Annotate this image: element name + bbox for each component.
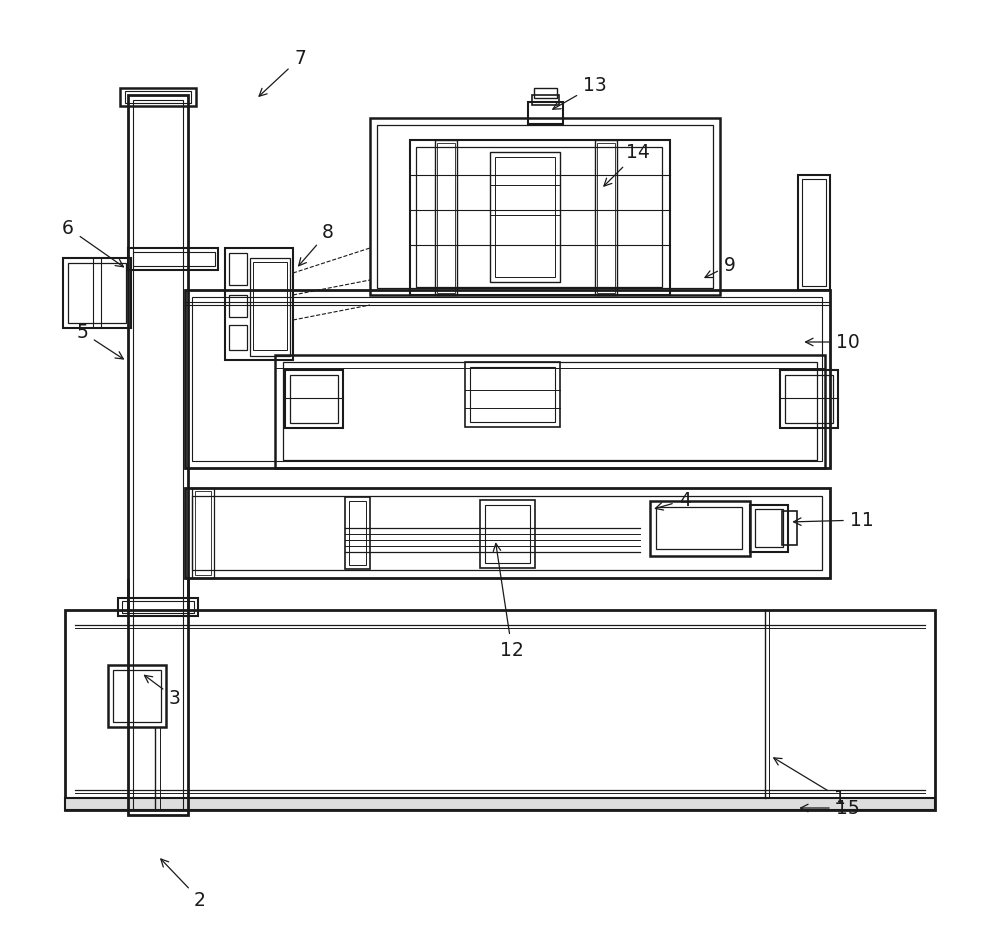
Bar: [65, 798, 935, 810]
Text: 14: 14: [604, 142, 650, 186]
Bar: [656, 507, 742, 549]
Text: 6: 6: [62, 219, 123, 267]
Text: 3: 3: [144, 675, 181, 707]
Bar: [68, 263, 126, 323]
Bar: [528, 102, 563, 124]
Text: 10: 10: [806, 332, 860, 351]
Bar: [650, 501, 750, 556]
Bar: [192, 496, 822, 570]
Bar: [229, 295, 247, 317]
Text: 4: 4: [655, 491, 691, 510]
Bar: [185, 488, 830, 578]
Bar: [125, 91, 191, 103]
Text: 13: 13: [553, 76, 607, 109]
Text: 9: 9: [705, 256, 736, 277]
Text: 8: 8: [299, 223, 334, 266]
Bar: [108, 665, 166, 727]
Bar: [750, 505, 788, 552]
Bar: [755, 509, 783, 547]
Text: 11: 11: [794, 510, 874, 529]
Text: 5: 5: [76, 323, 123, 359]
Bar: [113, 670, 161, 722]
Bar: [192, 297, 822, 461]
Bar: [122, 601, 194, 613]
Bar: [290, 375, 338, 423]
Bar: [195, 491, 211, 575]
Bar: [225, 248, 293, 360]
Bar: [410, 140, 670, 295]
Bar: [485, 505, 530, 563]
Bar: [595, 140, 617, 295]
Text: 7: 7: [259, 48, 306, 97]
Bar: [120, 88, 196, 106]
Bar: [802, 179, 826, 286]
Bar: [65, 610, 935, 810]
Bar: [192, 488, 214, 578]
Bar: [133, 100, 183, 810]
Bar: [798, 175, 830, 290]
Bar: [370, 118, 720, 295]
Bar: [345, 497, 370, 569]
Text: 1: 1: [774, 758, 846, 808]
Bar: [480, 500, 535, 568]
Text: 2: 2: [161, 859, 206, 909]
Bar: [435, 140, 457, 295]
Bar: [534, 88, 557, 98]
Text: 15: 15: [801, 798, 860, 817]
Bar: [283, 362, 817, 460]
Bar: [490, 152, 560, 282]
Bar: [253, 262, 287, 350]
Bar: [780, 370, 838, 428]
Bar: [285, 370, 343, 428]
Bar: [782, 511, 797, 545]
Bar: [785, 375, 833, 423]
Bar: [229, 325, 247, 350]
Bar: [470, 367, 555, 422]
Bar: [275, 355, 825, 468]
Bar: [118, 598, 198, 616]
Bar: [532, 95, 559, 105]
Bar: [597, 143, 615, 293]
Bar: [229, 253, 247, 285]
Bar: [465, 362, 560, 427]
Text: 12: 12: [493, 544, 524, 659]
Bar: [133, 252, 215, 266]
Bar: [128, 95, 188, 815]
Bar: [250, 258, 290, 356]
Bar: [437, 143, 455, 293]
Bar: [495, 157, 555, 277]
Bar: [185, 290, 830, 468]
Bar: [349, 501, 366, 565]
Bar: [377, 125, 713, 288]
Bar: [63, 258, 131, 328]
Bar: [416, 147, 662, 287]
Bar: [128, 248, 218, 270]
